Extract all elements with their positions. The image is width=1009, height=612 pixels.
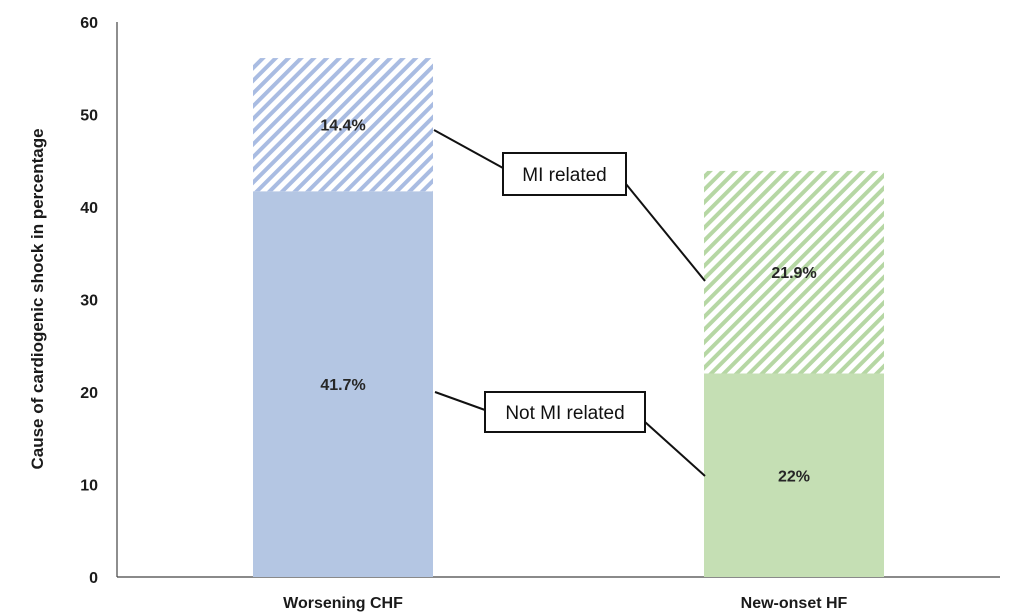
x-axis: Worsening CHF New-onset HF xyxy=(117,576,1000,612)
y-tick-label: 0 xyxy=(89,570,98,587)
callout-not-mi-related-box xyxy=(484,391,646,433)
y-axis-label: Cause of cardiogenic shock in percentage xyxy=(28,128,47,469)
data-label: 22% xyxy=(778,468,810,485)
callout-mi-related-leader-right xyxy=(625,183,706,282)
bar-segment xyxy=(704,170,884,374)
callout-not-mi-related: Not MI related xyxy=(434,391,706,477)
x-tick-label: New-onset HF xyxy=(741,595,848,612)
data-label: 41.7% xyxy=(320,377,365,394)
y-tick-label: 60 xyxy=(80,15,98,32)
y-tick-label: 40 xyxy=(80,200,98,217)
y-tick-label: 20 xyxy=(80,385,98,402)
y-axis: 0 10 20 30 40 50 60 Cause of cardiogenic shock… xyxy=(28,15,118,587)
bar-segment xyxy=(704,373,884,577)
x-tick-labels: Worsening CHF New-onset HF xyxy=(283,595,847,612)
data-labels: 41.7% 14.4% 22% 21.9% xyxy=(320,118,816,486)
x-tick-label: Worsening CHF xyxy=(283,595,403,612)
bar-segment xyxy=(253,58,433,192)
callout-mi-related: MI related xyxy=(433,129,706,282)
y-tick-label: 50 xyxy=(80,108,98,125)
callout-not-mi-related-text: Not MI related xyxy=(505,403,624,424)
bars xyxy=(253,58,884,577)
callout-not-mi-related-leader-left xyxy=(434,391,486,411)
callout-mi-related-leader-left xyxy=(433,129,504,169)
callout-mi-related-box xyxy=(502,152,627,196)
y-tick-label: 10 xyxy=(80,478,98,495)
callout-mi-related-text: MI related xyxy=(522,165,606,186)
data-label: 14.4% xyxy=(320,118,365,135)
data-label: 21.9% xyxy=(771,265,816,282)
bar-segment xyxy=(253,191,433,577)
y-tick-label: 30 xyxy=(80,293,98,310)
callout-not-mi-related-leader-right xyxy=(644,421,706,477)
y-tick-labels: 0 10 20 30 40 50 60 xyxy=(80,15,98,587)
